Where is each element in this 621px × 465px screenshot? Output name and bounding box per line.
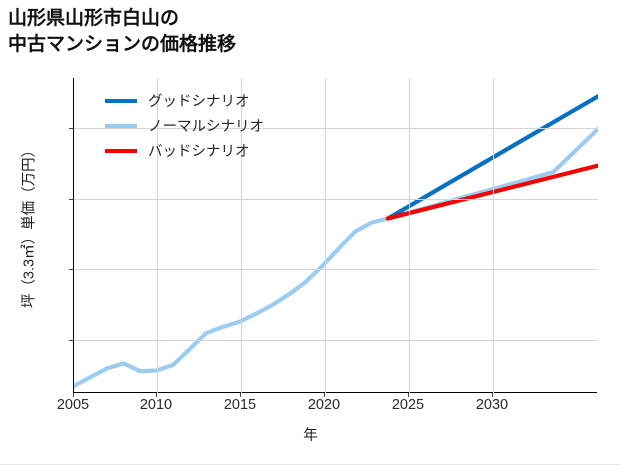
x-tick-mark-2020: [324, 393, 325, 397]
x-tick-label-2020: 2020: [307, 397, 341, 413]
gridline-y-80: [74, 199, 598, 200]
y-tick-mark-60: [69, 269, 73, 270]
x-tick-mark-2010: [156, 393, 157, 397]
y-axis-title: 坪（3.3㎡）単価（万円）: [21, 142, 38, 309]
y-tick-mark-100: [69, 128, 73, 129]
legend-swatch-normal-icon: [105, 123, 137, 128]
page-title: 山形県山形市白山の 中古マンションの価格推移: [8, 8, 237, 56]
y-tick-mark-80: [69, 199, 73, 200]
x-tick-label-2025: 2025: [391, 397, 425, 413]
legend-swatch-good-icon: [105, 98, 137, 103]
x-axis-title: 年: [303, 428, 318, 444]
x-tick-mark-2030: [492, 393, 493, 397]
y-tick-mark-40: [69, 340, 73, 341]
legend: グッドシナリオ ノーマルシナリオ バッドシナリオ: [105, 88, 320, 163]
x-tick-mark-2005: [73, 393, 74, 397]
line-normal-scenario: [74, 126, 598, 389]
gridline-x-2010: [157, 78, 158, 393]
x-tick-label-2010: 2010: [139, 397, 173, 413]
legend-item-normal: ノーマルシナリオ: [105, 113, 320, 138]
gridline-x-2015: [241, 78, 242, 393]
gridline-x-2020: [325, 78, 326, 393]
x-tick-label-2030: 2030: [475, 397, 509, 413]
legend-label-bad: バッドシナリオ: [148, 144, 250, 160]
gridline-y-40: [74, 340, 598, 341]
x-tick-mark-2025: [408, 393, 409, 397]
legend-swatch-bad-icon: [105, 148, 137, 153]
gridline-x-2030: [493, 78, 494, 393]
gridline-y-100: [74, 128, 598, 129]
x-tick-mark-2015: [240, 393, 241, 397]
legend-item-good: グッドシナリオ: [105, 88, 320, 113]
legend-item-bad: バッドシナリオ: [105, 138, 320, 163]
gridline-y-60: [74, 269, 598, 270]
plot-area: [73, 78, 598, 393]
x-tick-label-2005: 2005: [56, 397, 90, 413]
legend-label-normal: ノーマルシナリオ: [148, 119, 264, 135]
gridline-x-2025: [409, 78, 410, 393]
x-tick-label-2015: 2015: [223, 397, 257, 413]
legend-label-good: グッドシナリオ: [148, 94, 250, 110]
